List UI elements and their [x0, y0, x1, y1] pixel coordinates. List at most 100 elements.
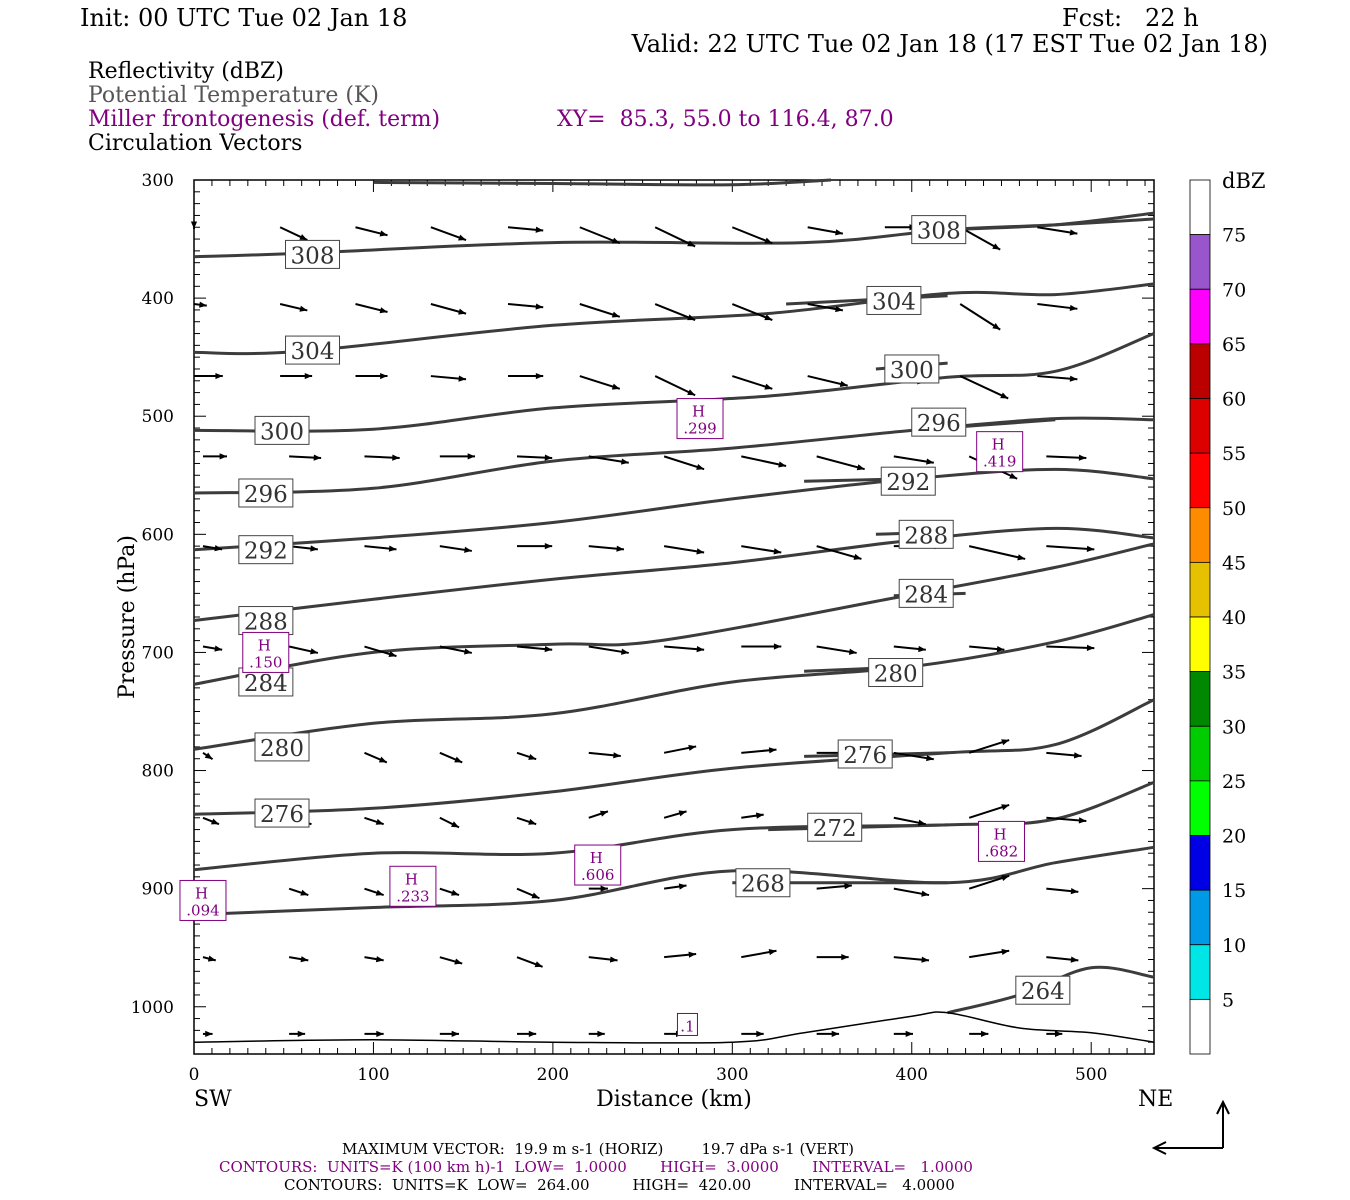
vector-head — [778, 461, 787, 468]
vector-head — [696, 646, 705, 653]
vector-head — [544, 454, 553, 461]
circulation-vector — [816, 545, 862, 560]
frontogenesis-box — [977, 820, 1025, 862]
vector-head — [835, 229, 843, 236]
theta-label-box — [898, 519, 954, 549]
y-tick-label: 600 — [142, 525, 174, 545]
vector-head — [205, 1030, 213, 1038]
vector-head — [613, 752, 621, 759]
vector-head — [1086, 644, 1095, 651]
vector-head — [768, 747, 777, 754]
theta-label-box — [254, 732, 310, 762]
circulation-vector — [807, 303, 844, 313]
axis-ticks — [193, 179, 1154, 1054]
theta-label-box — [898, 578, 954, 608]
vector-head — [597, 1030, 605, 1038]
theta-contour-label: 288 — [238, 606, 294, 636]
circulation-vector — [516, 956, 543, 968]
theta-label-box — [238, 478, 294, 508]
theta-label-text: 280 — [260, 736, 304, 762]
circulation-vector — [959, 226, 1001, 251]
colorbar-swatch — [1189, 179, 1211, 236]
theta-label-text: 308 — [917, 219, 961, 245]
theta-contour-label: 300 — [884, 354, 940, 384]
circulation-vector — [289, 1030, 306, 1038]
frontogenesis-value: .150 — [249, 653, 282, 671]
vector-head — [764, 383, 773, 390]
vector-head — [300, 956, 309, 963]
theta-contour-label: 296 — [911, 407, 967, 437]
colorbar-label: 40 — [1222, 607, 1246, 629]
theta-contour-line — [193, 845, 1155, 917]
vector-head — [451, 889, 460, 896]
frontogenesis-value: .606 — [581, 866, 614, 884]
vector-head — [1000, 392, 1009, 399]
vector-head — [454, 756, 463, 763]
theta-label-text: 280 — [874, 662, 918, 688]
vector-shaft — [741, 455, 787, 467]
theta-contour-label: 292 — [238, 535, 294, 565]
vector-head — [856, 464, 865, 471]
vector-head — [1054, 1030, 1063, 1038]
vector-head — [215, 372, 223, 380]
vector-head — [528, 753, 537, 760]
theta-label-text: 296 — [244, 482, 288, 508]
circulation-vector — [968, 739, 1010, 754]
circulation-vector — [893, 816, 927, 826]
circulation-vector — [202, 751, 214, 761]
theta-contour-line — [193, 613, 1155, 751]
frontogenesis-box — [676, 398, 724, 440]
colorbar-swatch — [1189, 671, 1211, 727]
circulation-vector — [741, 643, 782, 650]
vector-head — [768, 949, 777, 956]
theta-label-text: 296 — [917, 411, 961, 437]
circulation-vector — [663, 455, 705, 471]
circulation-vector — [439, 751, 463, 764]
circulation-vector — [202, 645, 223, 652]
theta-contour-labels: 308 308 304 304 300 300 296 296 292 292 288 288 284 2… — [238, 215, 1071, 1005]
circulation-vector — [279, 226, 308, 241]
theta-label-box — [254, 415, 310, 445]
vector-head — [921, 956, 930, 963]
colorbar-swatch — [1189, 288, 1211, 345]
colorbar-swatch — [1189, 725, 1211, 782]
circulation-vector — [202, 1030, 213, 1038]
field-theta: Potential Temperature (K) — [88, 83, 379, 108]
circulation-vector — [663, 744, 697, 754]
frontogenesis-max-label: H.606 — [574, 844, 622, 886]
theta-label-box — [837, 739, 893, 769]
theta-label-text: 304 — [872, 289, 916, 315]
circulation-vector — [190, 221, 198, 229]
theta-label-text: 292 — [244, 539, 288, 565]
vector-head — [600, 885, 608, 892]
vector-head — [620, 648, 629, 655]
theta-label-text: 264 — [1021, 979, 1065, 1005]
circulation-vector — [1046, 887, 1079, 895]
theta-contour-label: 276 — [254, 798, 310, 828]
vector-head — [996, 645, 1005, 653]
theta-contour-line — [373, 178, 832, 187]
circulation-vector — [516, 645, 553, 653]
circulation-vector — [588, 956, 618, 963]
circulation-vector — [202, 816, 220, 826]
vector-head — [696, 548, 705, 555]
theta-contour-line — [947, 211, 1155, 232]
theta-contour-label: 304 — [866, 285, 922, 315]
vector-head — [467, 453, 476, 460]
colorbar-swatch — [1189, 998, 1211, 1055]
vector-head — [451, 821, 460, 828]
theta-label-box — [807, 812, 863, 842]
circulation-vector — [193, 301, 207, 308]
vector-head — [313, 454, 322, 461]
theta-label-box — [911, 215, 967, 245]
circulation-vector — [439, 545, 472, 553]
colorbar-swatch — [1189, 944, 1211, 1000]
circulation-vector — [279, 303, 308, 312]
circulation-vector — [1037, 226, 1078, 236]
vector-shaft — [816, 455, 865, 471]
circulation-vector — [588, 810, 609, 819]
frontogenesis-box — [389, 865, 437, 907]
vector-head — [687, 389, 696, 396]
theta-label-box — [238, 606, 294, 636]
reference-vector-icon — [1151, 1099, 1230, 1155]
